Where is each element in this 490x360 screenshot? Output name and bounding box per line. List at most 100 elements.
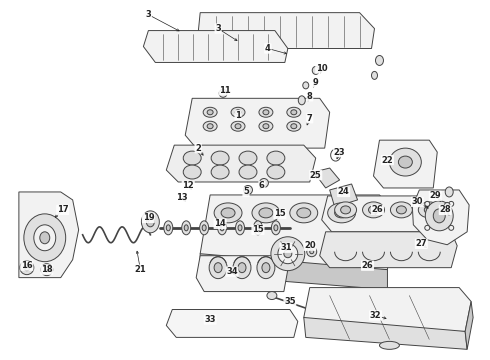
Ellipse shape (274, 225, 278, 231)
Polygon shape (196, 256, 288, 292)
Ellipse shape (202, 225, 206, 231)
Ellipse shape (220, 225, 224, 231)
Text: 32: 32 (369, 311, 381, 320)
Ellipse shape (24, 265, 30, 271)
Text: 10: 10 (316, 64, 327, 73)
Ellipse shape (449, 201, 454, 206)
Ellipse shape (375, 55, 384, 66)
Ellipse shape (259, 107, 273, 117)
Polygon shape (304, 318, 467, 349)
Ellipse shape (147, 217, 154, 227)
Ellipse shape (41, 264, 53, 276)
Ellipse shape (418, 202, 440, 218)
Text: 3: 3 (146, 10, 151, 19)
Text: 7: 7 (307, 114, 313, 123)
Ellipse shape (259, 179, 269, 188)
Text: 12: 12 (182, 181, 194, 190)
Text: 28: 28 (440, 206, 451, 215)
Ellipse shape (267, 165, 285, 179)
Polygon shape (330, 184, 358, 207)
Polygon shape (166, 310, 298, 337)
Text: 8: 8 (307, 92, 313, 101)
Text: 3: 3 (215, 24, 221, 33)
Ellipse shape (363, 202, 385, 218)
Ellipse shape (219, 89, 227, 97)
Polygon shape (413, 190, 469, 245)
Polygon shape (198, 13, 374, 49)
Ellipse shape (259, 208, 273, 218)
Ellipse shape (310, 250, 314, 254)
Polygon shape (185, 98, 330, 148)
Ellipse shape (211, 165, 229, 179)
Ellipse shape (233, 257, 251, 279)
Polygon shape (304, 288, 471, 332)
Polygon shape (144, 31, 288, 62)
Text: 25: 25 (310, 171, 321, 180)
Ellipse shape (207, 110, 213, 115)
Ellipse shape (291, 124, 297, 129)
Ellipse shape (231, 121, 245, 131)
Ellipse shape (235, 110, 241, 115)
Ellipse shape (303, 82, 309, 89)
Ellipse shape (267, 292, 277, 300)
Ellipse shape (424, 206, 434, 214)
Ellipse shape (263, 124, 269, 129)
Ellipse shape (209, 257, 227, 279)
Text: 13: 13 (176, 193, 188, 202)
Polygon shape (166, 145, 316, 182)
Text: 2: 2 (195, 144, 201, 153)
Ellipse shape (218, 221, 226, 235)
Text: 9: 9 (313, 78, 318, 87)
Ellipse shape (444, 202, 450, 210)
Text: 24: 24 (338, 188, 349, 197)
Polygon shape (19, 192, 78, 278)
Ellipse shape (398, 156, 413, 168)
Ellipse shape (263, 110, 269, 115)
Ellipse shape (335, 202, 357, 218)
Text: 6: 6 (259, 181, 265, 190)
Ellipse shape (425, 225, 430, 230)
Ellipse shape (238, 225, 242, 231)
Text: 22: 22 (382, 156, 393, 165)
Text: 11: 11 (219, 86, 231, 95)
Ellipse shape (238, 263, 246, 273)
Text: 5: 5 (243, 188, 249, 197)
Ellipse shape (164, 221, 173, 235)
Text: 31: 31 (280, 243, 292, 252)
Ellipse shape (44, 267, 49, 272)
Text: 18: 18 (41, 265, 52, 274)
Ellipse shape (221, 208, 235, 218)
Ellipse shape (203, 107, 217, 117)
Ellipse shape (445, 187, 453, 197)
Ellipse shape (425, 201, 453, 231)
Ellipse shape (371, 71, 377, 80)
Ellipse shape (20, 261, 34, 275)
Ellipse shape (253, 221, 263, 235)
Ellipse shape (166, 225, 171, 231)
Ellipse shape (396, 206, 406, 214)
Text: 20: 20 (304, 241, 316, 250)
Ellipse shape (328, 203, 356, 223)
Text: 15: 15 (274, 210, 286, 219)
Ellipse shape (267, 151, 285, 165)
Ellipse shape (298, 96, 305, 105)
Ellipse shape (287, 121, 301, 131)
Text: 4: 4 (265, 44, 271, 53)
Ellipse shape (290, 203, 318, 223)
Ellipse shape (239, 165, 257, 179)
Text: 33: 33 (204, 315, 216, 324)
Ellipse shape (262, 263, 270, 273)
Polygon shape (319, 232, 457, 268)
Ellipse shape (211, 151, 229, 165)
Ellipse shape (259, 121, 273, 131)
Ellipse shape (231, 107, 245, 117)
Ellipse shape (184, 225, 188, 231)
Ellipse shape (271, 237, 305, 271)
Ellipse shape (142, 211, 159, 233)
Ellipse shape (297, 208, 311, 218)
Polygon shape (465, 302, 473, 349)
Ellipse shape (24, 214, 66, 262)
Ellipse shape (257, 257, 275, 279)
Text: 23: 23 (334, 148, 345, 157)
Ellipse shape (278, 244, 298, 264)
